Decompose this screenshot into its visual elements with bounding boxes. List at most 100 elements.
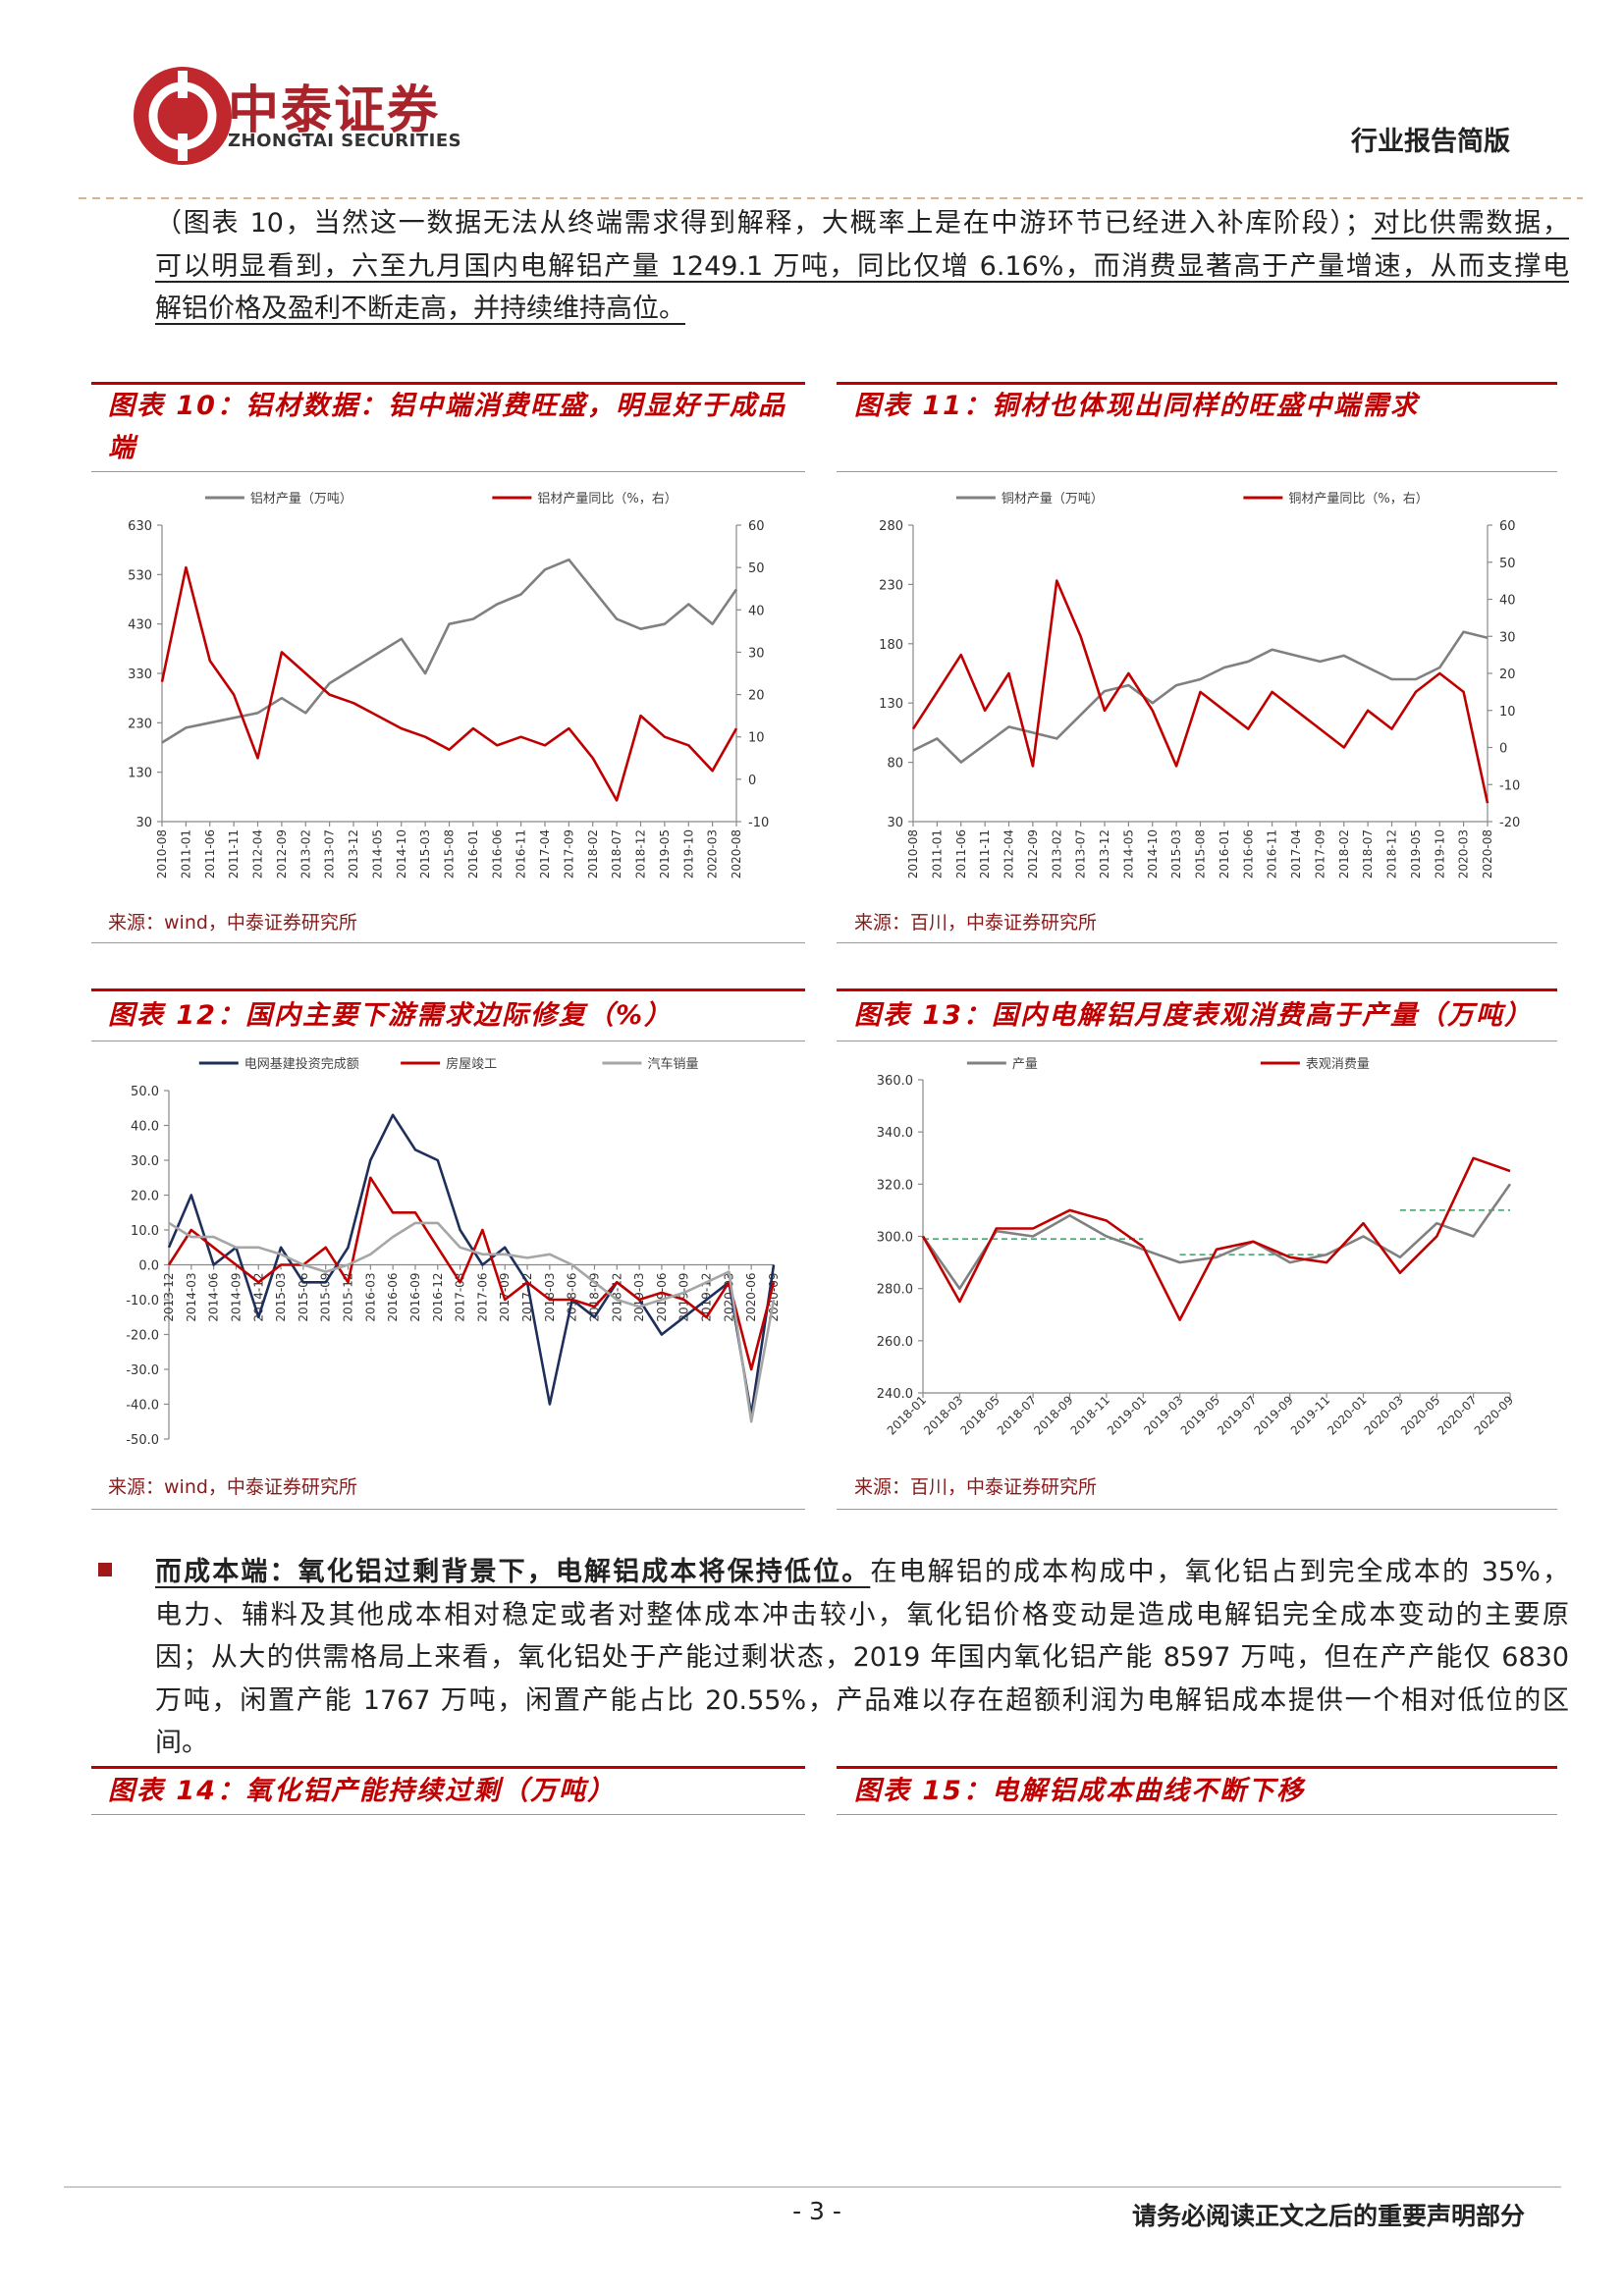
paragraph: 而成本端：氧化铝过剩背景下，电解铝成本将保持低位。在电解铝的成本构成中，氧化铝占… (155, 1551, 1569, 1765)
text-run: （图表 10，当然这一数据无法从终端需求得到解释，大概率上是在中游环节已经进入补… (155, 208, 1372, 239)
x-tick-label: 2011-06 (203, 829, 217, 879)
y2-tick-label: 0 (1499, 742, 1507, 757)
x-tick-label: 2020-03 (706, 829, 720, 879)
footer-notice: 请务必阅读正文之后的重要声明部分 (1131, 2202, 1525, 2230)
y-tick-label: -40.0 (126, 1399, 159, 1414)
figure-source: 来源：wind，中泰证券研究所 (108, 912, 357, 934)
y-tick-label: 40.0 (131, 1120, 159, 1135)
y2-tick-label: 30 (1499, 630, 1516, 645)
y-tick-label: 30 (135, 816, 152, 830)
x-tick-label: 2015-08 (443, 829, 457, 879)
x-tick-label: 2014-05 (1121, 829, 1135, 879)
figure-title: 图表 15：电解铝成本曲线不断下移 (854, 1776, 1305, 1806)
x-tick-label: 2019-09 (677, 1273, 691, 1322)
y2-tick-label: -10 (1499, 778, 1520, 793)
x-tick-label: 2016-12 (431, 1273, 445, 1322)
text-line: （图表 10，当然这一数据无法从终端需求得到解释，大概率上是在中游环节已经进入补… (155, 202, 1569, 245)
x-tick-label: 2014-09 (229, 1273, 243, 1322)
x-tick-label: 2013-12 (162, 1273, 176, 1322)
figure-rule (91, 382, 805, 385)
page-number: - 3 - (792, 2197, 841, 2225)
figure-rule (837, 382, 1557, 385)
x-tick-label: 2016-01 (466, 829, 480, 879)
y-tick-label: -50.0 (126, 1433, 159, 1448)
x-tick-label: 2020-08 (730, 829, 743, 879)
figure-source: 来源：wind，中泰证券研究所 (108, 1476, 357, 1498)
x-tick-label: 2015-03 (274, 1273, 288, 1322)
figure-rule (91, 942, 805, 943)
y2-tick-label: 60 (1499, 519, 1516, 534)
figure-source: 来源：百川，中泰证券研究所 (854, 1476, 1098, 1498)
x-tick-label: 2014-06 (207, 1273, 221, 1322)
figure-rule (91, 1766, 805, 1769)
y2-tick-label: 10 (748, 731, 765, 746)
y-tick-label: -20.0 (126, 1329, 159, 1344)
legend-label: 房屋竣工 (446, 1056, 497, 1072)
x-tick-label: 2011-01 (179, 829, 192, 879)
x-tick-label: 2012-09 (275, 829, 289, 879)
figure-rule (837, 942, 1557, 943)
text-line: 万吨，闲置产能 1767 万吨，闲置产能占比 20.55%，产品难以存在超额利润… (155, 1680, 1569, 1723)
x-tick-label: 2017-04 (538, 829, 552, 879)
y2-tick-label: 40 (1499, 594, 1516, 609)
legend-label: 铝材产量（万吨） (250, 492, 352, 507)
x-tick-label: 2018-07 (1361, 829, 1375, 879)
x-tick-label: 2020-01 (1325, 1393, 1369, 1437)
y2-tick-label: 50 (1499, 557, 1516, 571)
x-tick-label: 2016-06 (490, 829, 504, 879)
figure-rule (91, 1814, 805, 1815)
x-tick-label: 2016-06 (1241, 829, 1255, 879)
y-tick-label: 360.0 (877, 1074, 913, 1089)
x-tick-label: 2018-02 (586, 829, 600, 879)
x-tick-label: 2017-09 (1313, 829, 1326, 879)
x-tick-label: 2019-10 (681, 829, 695, 879)
figure-title: 图表 13：国内电解铝月度表观消费高于产量（万吨） (854, 1000, 1533, 1031)
y2-tick-label: 50 (748, 561, 765, 576)
y-tick-label: -30.0 (126, 1363, 159, 1378)
x-tick-label: 2016-09 (408, 1273, 422, 1322)
y-tick-label: 320.0 (877, 1178, 913, 1193)
x-tick-label: 2017-06 (475, 1273, 489, 1322)
y-tick-label: 630 (128, 519, 152, 534)
y-tick-label: 230 (128, 717, 152, 731)
y2-tick-label: 30 (748, 646, 765, 661)
text-run: 电力、辅料及其他成本相对稳定或者对整体成本冲击较小，氧化铝价格变动是造成电解铝完… (155, 1599, 1569, 1630)
text-line: 可以明显看到，六至九月国内电解铝产量 1249.1 万吨，同比仅增 6.16%，… (155, 245, 1569, 289)
text-run: 可以明显看到，六至九月国内电解铝产量 1249.1 万吨，同比仅增 6.16%，… (155, 250, 1569, 282)
text-run: 解铝价格及盈利不断走高，并持续维持高位。 (155, 294, 685, 324)
x-tick-label: 2013-12 (1098, 829, 1111, 879)
y-tick-label: 230 (879, 578, 903, 593)
x-tick-label: 2011-11 (227, 829, 241, 879)
x-tick-label: 2012-04 (251, 829, 265, 879)
y-tick-label: 10.0 (131, 1224, 159, 1239)
x-tick-label: 2013-02 (298, 829, 312, 879)
x-tick-label: 2019-05 (658, 829, 672, 879)
figure-rule (837, 1766, 1557, 1769)
y-tick-label: 30.0 (131, 1154, 159, 1169)
x-tick-label: 2019-03 (632, 1273, 646, 1322)
x-tick-label: 2017-09 (562, 829, 575, 879)
y-tick-label: 130 (128, 767, 152, 781)
figure-rule (91, 1509, 805, 1510)
x-tick-label: 2018-09 (1031, 1393, 1075, 1437)
x-tick-label: 2018-07 (610, 829, 623, 879)
x-tick-label: 2012-09 (1026, 829, 1040, 879)
x-tick-label: 2019-11 (1288, 1393, 1332, 1437)
x-tick-label: 2015-12 (342, 1273, 355, 1322)
x-tick-label: 2019-05 (1409, 829, 1423, 879)
series-line (912, 630, 1489, 764)
figure-title: 图表 10：铝材数据：铝中端消费旺盛，明显好于成品端 (108, 391, 786, 463)
x-tick-label: 2018-03 (543, 1273, 557, 1322)
y2-tick-label: -10 (748, 816, 769, 830)
x-tick-label: 2020-07 (1435, 1393, 1479, 1437)
x-tick-label: 2016-03 (363, 1273, 377, 1322)
x-tick-label: 2020-03 (1362, 1393, 1406, 1437)
x-tick-label: 2016-06 (386, 1273, 400, 1322)
x-tick-label: 2018-11 (1068, 1393, 1112, 1437)
y2-tick-label: 20 (748, 689, 765, 704)
y-tick-label: 30 (887, 816, 903, 830)
text-line: 解铝价格及盈利不断走高，并持续维持高位。 (155, 288, 1569, 331)
y-tick-label: 530 (128, 568, 152, 583)
bullet (98, 1563, 112, 1576)
